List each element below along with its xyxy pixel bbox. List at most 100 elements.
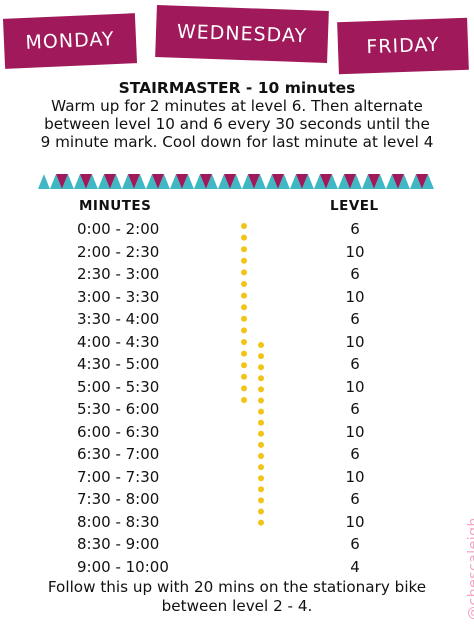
divider-triangle bbox=[158, 174, 170, 189]
table-row: 7:30 - 8:00 6 bbox=[0, 490, 474, 512]
divider-triangle bbox=[356, 174, 368, 189]
divider-triangle bbox=[122, 174, 134, 189]
divider-triangle bbox=[86, 174, 98, 189]
table-row: 2:00 - 2:30 10 bbox=[0, 243, 474, 265]
row-level: 6 bbox=[350, 490, 360, 508]
divider-triangle bbox=[290, 174, 302, 189]
divider-triangle bbox=[278, 174, 290, 189]
divider-triangle bbox=[44, 174, 56, 189]
table-row: 5:00 - 5:30 10 bbox=[0, 378, 474, 400]
row-level: 6 bbox=[350, 265, 360, 283]
row-time: 4:00 - 4:30 bbox=[77, 332, 160, 351]
tab-monday-label: MONDAY bbox=[25, 28, 115, 54]
row-level: 10 bbox=[345, 377, 365, 396]
row-level: 10 bbox=[345, 332, 365, 351]
row-time: 2:00 - 2:30 bbox=[77, 242, 160, 261]
divider-triangle bbox=[314, 174, 326, 189]
divider-triangle bbox=[200, 174, 212, 189]
divider-triangle bbox=[206, 174, 218, 189]
row-time: 6:00 - 6:30 bbox=[77, 422, 160, 441]
table-row: 2:30 - 3:00 6 bbox=[0, 265, 474, 287]
divider-triangle bbox=[38, 174, 50, 189]
divider-triangle bbox=[254, 174, 266, 189]
divider-triangle bbox=[284, 174, 296, 189]
divider-triangle bbox=[386, 174, 398, 189]
divider-triangle bbox=[62, 174, 74, 189]
table-row: 8:00 - 8:30 10 bbox=[0, 513, 474, 535]
divider-triangle bbox=[98, 174, 110, 189]
tab-wednesday: WEDNESDAY bbox=[155, 5, 329, 63]
table-row: 6:30 - 7:00 6 bbox=[0, 445, 474, 467]
row-level: 6 bbox=[350, 445, 360, 463]
divider-triangle bbox=[176, 174, 188, 189]
row-level: 10 bbox=[345, 467, 365, 486]
divider-triangle bbox=[260, 174, 272, 189]
divider-triangle bbox=[74, 174, 86, 189]
row-level: 4 bbox=[350, 557, 360, 576]
divider-triangle bbox=[392, 174, 404, 189]
divider-triangle bbox=[242, 174, 254, 189]
divider-triangle bbox=[80, 174, 92, 189]
divider-triangle bbox=[266, 174, 278, 189]
divider-triangle bbox=[302, 174, 314, 189]
divider-triangle bbox=[416, 174, 428, 189]
divider-triangle bbox=[110, 174, 122, 189]
divider-triangle bbox=[236, 174, 248, 189]
row-time: 6:30 - 7:00 bbox=[77, 445, 160, 463]
divider-triangle bbox=[362, 174, 374, 189]
divider-triangle bbox=[428, 174, 434, 189]
divider-triangle bbox=[212, 174, 224, 189]
divider-triangle bbox=[56, 174, 68, 189]
divider-triangle bbox=[134, 174, 146, 189]
divider-triangle bbox=[68, 174, 80, 189]
divider-triangle bbox=[116, 174, 128, 189]
triangle-divider bbox=[38, 174, 434, 189]
table-row: 3:00 - 3:30 10 bbox=[0, 288, 474, 310]
divider-triangle bbox=[350, 174, 362, 189]
divider-triangle bbox=[194, 174, 206, 189]
row-level: 6 bbox=[350, 535, 360, 553]
row-time: 7:30 - 8:00 bbox=[77, 490, 160, 508]
divider-triangle bbox=[104, 174, 116, 189]
divider-triangle bbox=[230, 174, 242, 189]
row-time: 8:30 - 9:00 bbox=[77, 535, 160, 553]
divider-triangle bbox=[152, 174, 164, 189]
divider-triangle bbox=[398, 174, 410, 189]
row-level: 6 bbox=[350, 310, 360, 328]
row-time: 5:00 - 5:30 bbox=[77, 377, 160, 396]
row-time: 3:00 - 3:30 bbox=[77, 287, 160, 306]
row-time: 9:00 - 10:00 bbox=[77, 557, 169, 576]
workout-title: STAIRMASTER - 10 minutes bbox=[118, 79, 356, 97]
divider-triangle bbox=[170, 174, 182, 189]
table-row: 7:00 - 7:30 10 bbox=[0, 468, 474, 490]
divider-triangle bbox=[146, 174, 158, 189]
divider-triangle bbox=[164, 174, 176, 189]
divider-triangle bbox=[374, 174, 386, 189]
row-level: 10 bbox=[345, 422, 365, 441]
footer-note: Follow this up with 20 mins on the stati… bbox=[47, 578, 427, 615]
divider-triangle bbox=[188, 174, 200, 189]
divider-triangle bbox=[422, 174, 434, 189]
divider-triangle bbox=[344, 174, 356, 189]
divider-triangle bbox=[182, 174, 194, 189]
row-time: 3:30 - 4:00 bbox=[77, 310, 160, 328]
divider-triangle bbox=[128, 174, 140, 189]
divider-triangle bbox=[296, 174, 308, 189]
tab-wednesday-label: WEDNESDAY bbox=[176, 20, 308, 48]
level-header: LEVEL bbox=[330, 198, 379, 214]
divider-triangle bbox=[320, 174, 332, 189]
row-time: 0:00 - 2:00 bbox=[77, 220, 160, 238]
divider-triangle bbox=[308, 174, 320, 189]
divider-triangle bbox=[368, 174, 380, 189]
row-time: 2:30 - 3:00 bbox=[77, 265, 160, 283]
table-row: 4:00 - 4:30 10 bbox=[0, 333, 474, 355]
row-level: 10 bbox=[345, 287, 365, 306]
row-level: 6 bbox=[350, 355, 360, 373]
tab-friday-label: FRIDAY bbox=[366, 33, 440, 59]
divider-triangle bbox=[338, 174, 350, 189]
minutes-header: MINUTES bbox=[79, 198, 152, 214]
author-handle: @chescaleigh bbox=[466, 517, 474, 620]
divider-triangle bbox=[332, 174, 344, 189]
divider-triangle bbox=[218, 174, 230, 189]
divider-triangle bbox=[224, 174, 236, 189]
